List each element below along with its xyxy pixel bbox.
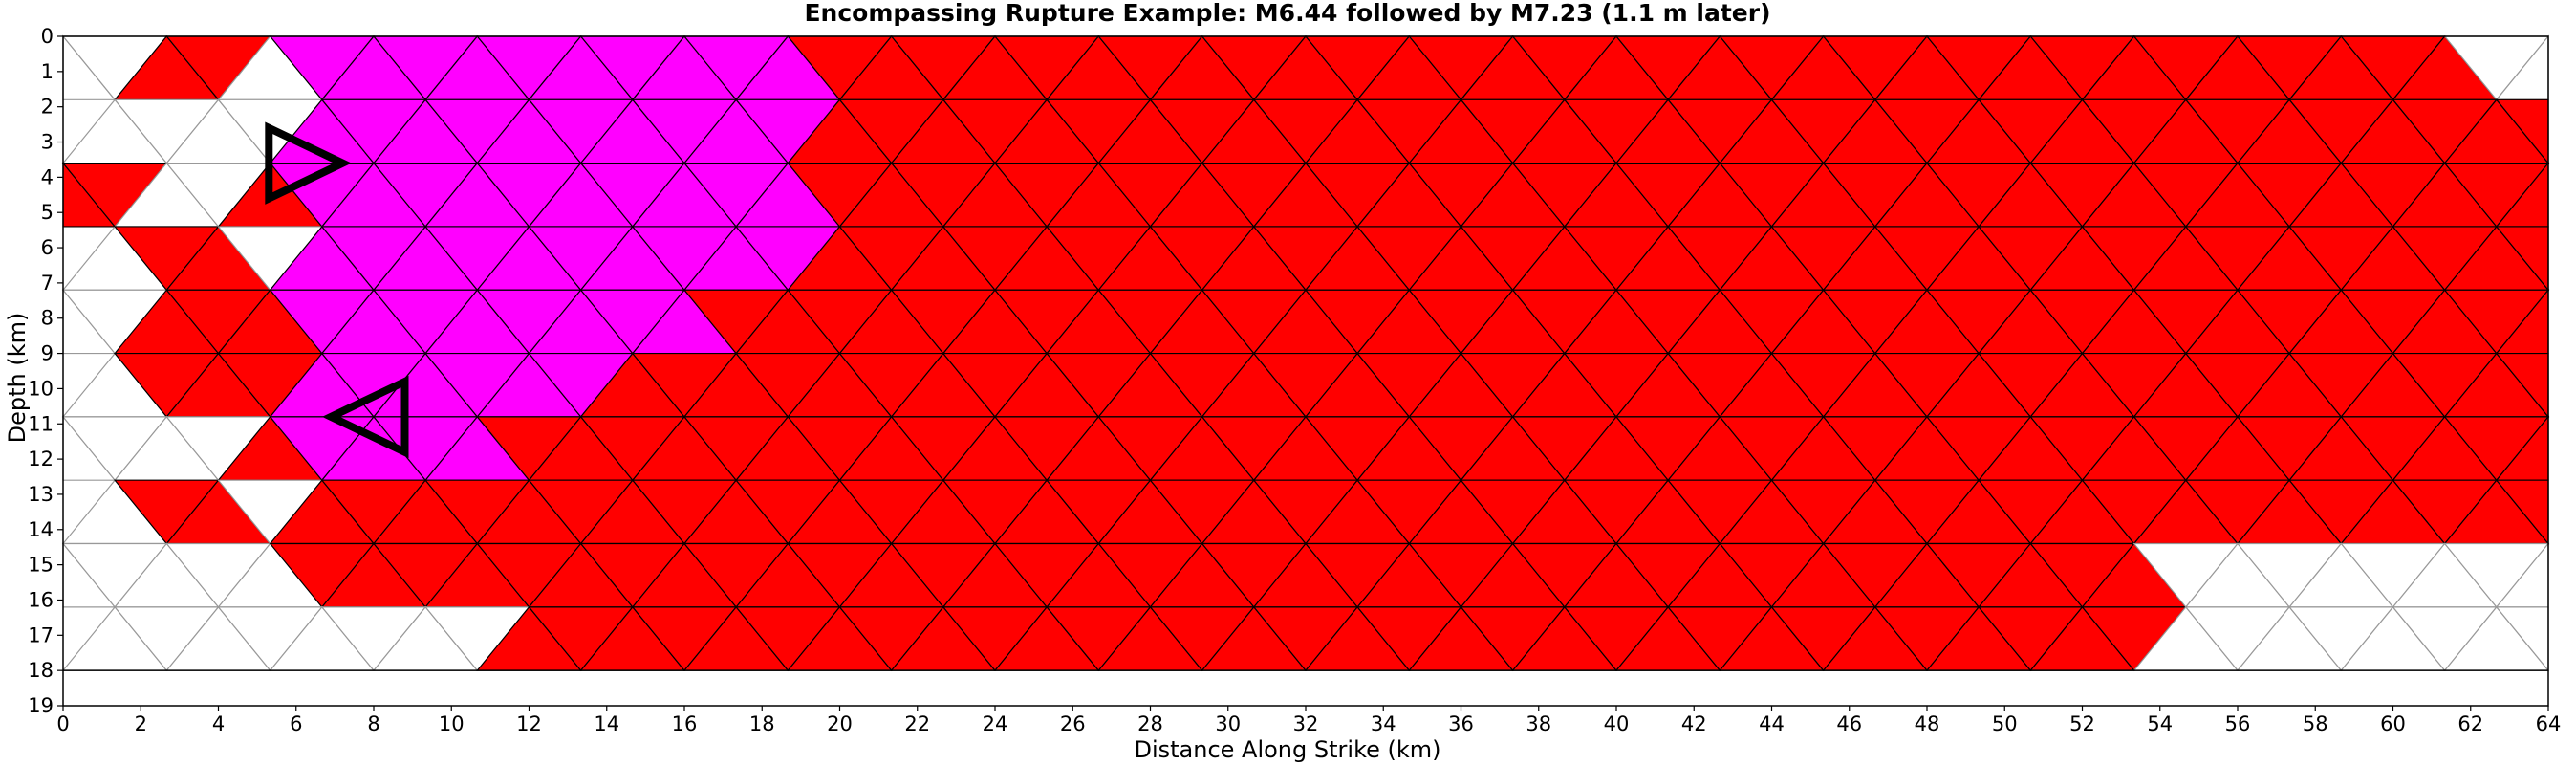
y-tick-label: 5: [41, 201, 54, 224]
y-tick-label: 9: [41, 342, 54, 365]
y-tick-label: 12: [28, 448, 54, 470]
y-tick-label: 7: [41, 272, 54, 295]
hypocenter-marker: [265, 121, 352, 205]
y-tick-label: 4: [41, 165, 54, 188]
x-tick-label: 60: [2380, 712, 2406, 735]
x-tick-label: 30: [1215, 712, 1241, 735]
x-tick-label: 52: [2069, 712, 2095, 735]
x-tick-label: 14: [594, 712, 619, 735]
x-tick-label: 4: [212, 712, 225, 735]
chart-title: Encompassing Rupture Example: M6.44 foll…: [804, 0, 1770, 27]
x-tick-label: 26: [1060, 712, 1086, 735]
x-tick-label: 54: [2147, 712, 2173, 735]
x-axis-label: Distance Along Strike (km): [1134, 736, 1440, 763]
x-tick-label: 22: [904, 712, 930, 735]
x-tick-label: 56: [2225, 712, 2251, 735]
x-tick-label: 62: [2457, 712, 2483, 735]
rupture-triangles: [61, 34, 2550, 672]
x-tick-label: 42: [1681, 712, 1707, 735]
y-tick-label: 19: [28, 694, 54, 717]
x-tick-label: 36: [1448, 712, 1474, 735]
x-tick-label: 2: [135, 712, 147, 735]
y-tick-label: 18: [28, 659, 54, 682]
hypocenter-marker: [322, 375, 409, 459]
x-tick-label: 0: [56, 712, 69, 735]
x-tick-label: 10: [439, 712, 465, 735]
y-tick-label: 0: [41, 25, 54, 48]
y-tick-label: 6: [41, 236, 54, 259]
x-axis-ticks: 0 2 4 6 8 10 12 14 16 18 20 22 24 26 28 30 32 34 36 38 40 42 4…: [56, 706, 2561, 735]
x-tick-label: 64: [2536, 712, 2562, 735]
x-tick-label: 18: [749, 712, 775, 735]
x-tick-label: 50: [1992, 712, 2018, 735]
x-tick-label: 38: [1526, 712, 1551, 735]
x-tick-label: 28: [1137, 712, 1163, 735]
x-tick-label: 32: [1293, 712, 1319, 735]
y-tick-label: 13: [28, 483, 54, 506]
x-tick-label: 46: [1836, 712, 1862, 735]
x-tick-label: 58: [2303, 712, 2328, 735]
x-tick-label: 44: [1759, 712, 1785, 735]
y-tick-label: 1: [41, 60, 54, 83]
y-tick-label: 16: [28, 588, 54, 611]
y-tick-label: 8: [41, 307, 54, 330]
y-tick-label: 17: [28, 623, 54, 646]
x-tick-label: 34: [1371, 712, 1396, 735]
x-tick-label: 8: [367, 712, 379, 735]
hypocenter-markers: [265, 121, 409, 459]
x-tick-label: 12: [516, 712, 542, 735]
y-tick-label: 14: [28, 518, 54, 541]
x-tick-label: 20: [827, 712, 853, 735]
y-tick-label: 10: [28, 377, 54, 400]
x-tick-label: 16: [672, 712, 698, 735]
y-tick-label: 11: [28, 412, 54, 435]
y-tick-label: 15: [28, 554, 54, 577]
y-tick-label: 2: [41, 96, 54, 119]
x-tick-label: 48: [1915, 712, 1940, 735]
x-tick-label: 24: [983, 712, 1008, 735]
y-axis-label: Depth (km): [4, 313, 31, 444]
x-tick-label: 40: [1604, 712, 1630, 735]
x-tick-label: 6: [290, 712, 302, 735]
y-tick-label: 3: [41, 131, 54, 154]
